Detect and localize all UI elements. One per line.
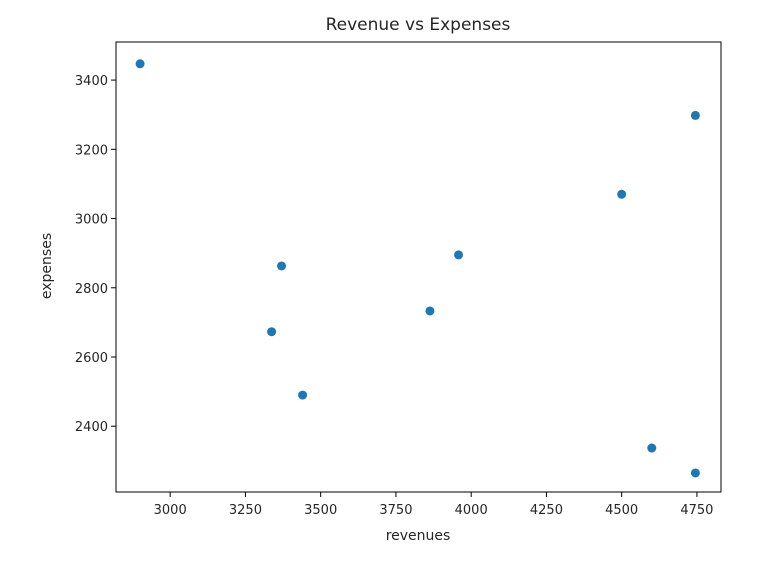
x-tick-label: 4750	[680, 503, 713, 518]
data-point	[298, 390, 308, 400]
x-tick-label: 3000	[154, 503, 187, 518]
y-tick-label: 2400	[75, 420, 108, 435]
x-tick-label: 4250	[530, 503, 563, 518]
data-point	[647, 443, 657, 453]
y-axis: 2400 2600 2800 3000 3200 3400	[75, 74, 116, 435]
y-tick-label: 2600	[75, 351, 108, 366]
chart-title: Revenue vs Expenses	[326, 15, 511, 35]
data-point	[690, 468, 700, 478]
plot-area	[115, 41, 722, 493]
y-axis-label: expenses	[39, 233, 55, 299]
data-points	[135, 59, 700, 478]
data-point	[425, 306, 435, 316]
x-axis-label: revenues	[386, 528, 451, 544]
data-point	[277, 261, 287, 271]
data-point	[617, 189, 627, 199]
data-point	[267, 327, 277, 337]
y-tick-label: 3400	[75, 74, 108, 89]
y-tick-label: 2800	[75, 282, 108, 297]
data-point	[135, 59, 145, 69]
x-tick-label: 3500	[304, 503, 337, 518]
x-tick-label: 4500	[605, 503, 638, 518]
x-tick-label: 3750	[379, 503, 412, 518]
plot-frame	[115, 41, 722, 493]
data-point	[690, 110, 700, 120]
y-tick-label: 3000	[75, 213, 108, 228]
x-tick-label: 3250	[229, 503, 262, 518]
data-point	[454, 250, 464, 260]
x-tick-label: 4000	[455, 503, 488, 518]
y-tick-label: 3200	[75, 143, 108, 158]
x-axis: 3000 3250 3500 3750 4000 4250 4500 4750	[154, 492, 713, 518]
